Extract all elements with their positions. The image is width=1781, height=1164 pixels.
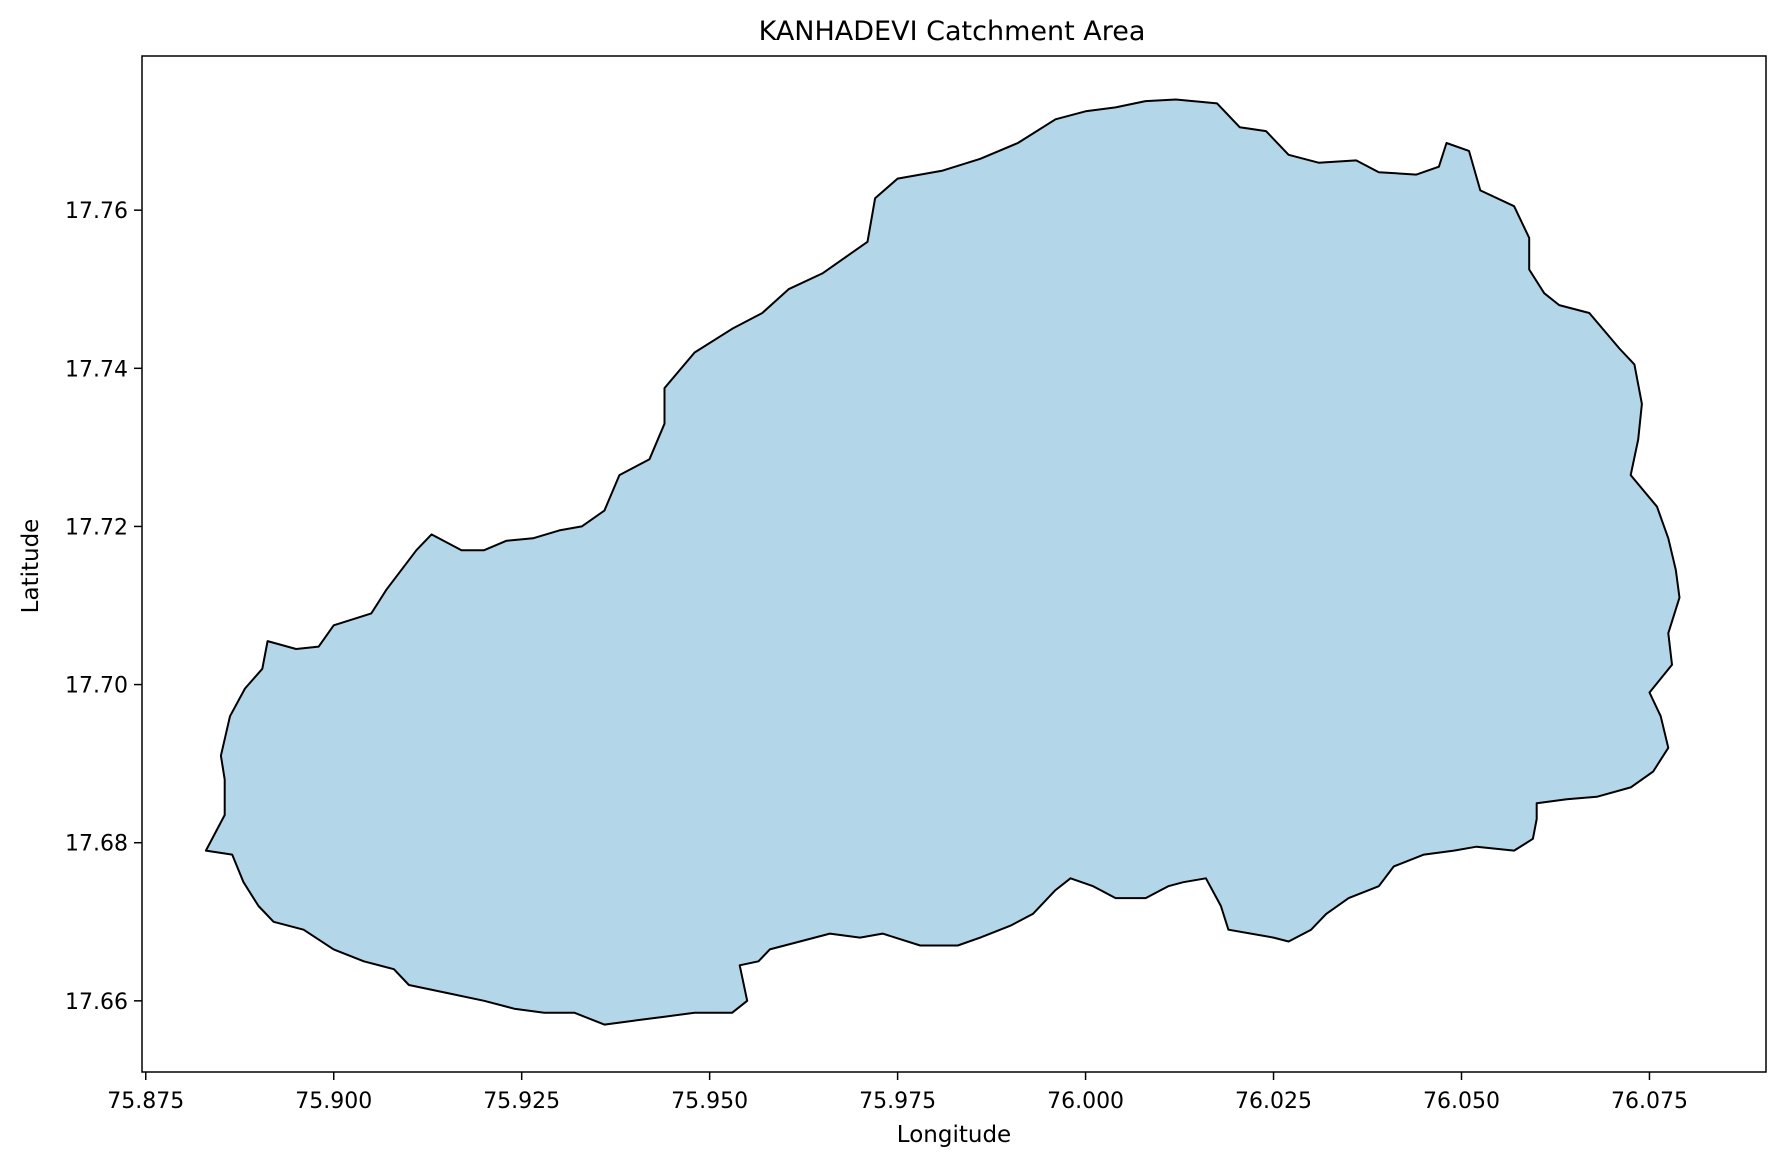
- y-tick-label: 17.72: [65, 515, 128, 540]
- x-tick-label: 75.925: [483, 1089, 560, 1114]
- y-tick-label: 17.70: [65, 674, 128, 699]
- x-tick-label: 76.075: [1611, 1089, 1688, 1114]
- y-tick-label: 17.68: [65, 832, 128, 857]
- x-axis: 75.875 75.900 75.925 75.950 75.975 76.000 76.0…: [107, 1072, 1688, 1114]
- y-tick-label: 17.66: [65, 990, 128, 1015]
- x-tick-label: 75.875: [107, 1089, 184, 1114]
- x-tick-label: 76.025: [1235, 1089, 1312, 1114]
- chart-title: KANHADEVI Catchment Area: [759, 16, 1146, 47]
- y-tick-label: 17.76: [65, 199, 128, 224]
- y-axis: 17.66 17.68 17.70 17.72 17.74 17.76: [65, 199, 142, 1015]
- x-tick-label: 76.000: [1047, 1089, 1124, 1114]
- x-tick-label: 76.050: [1423, 1089, 1500, 1114]
- x-tick-label: 75.975: [859, 1089, 936, 1114]
- x-tick-label: 75.950: [671, 1089, 748, 1114]
- y-axis-label: Latitude: [18, 519, 44, 614]
- y-tick-label: 17.74: [65, 357, 128, 382]
- x-tick-label: 75.900: [295, 1089, 372, 1114]
- axes-frame: [141, 55, 1767, 1073]
- plot-area: [204, 98, 1681, 1026]
- x-axis-label: Longitude: [897, 1122, 1011, 1148]
- catchment-polygon: [204, 98, 1681, 1026]
